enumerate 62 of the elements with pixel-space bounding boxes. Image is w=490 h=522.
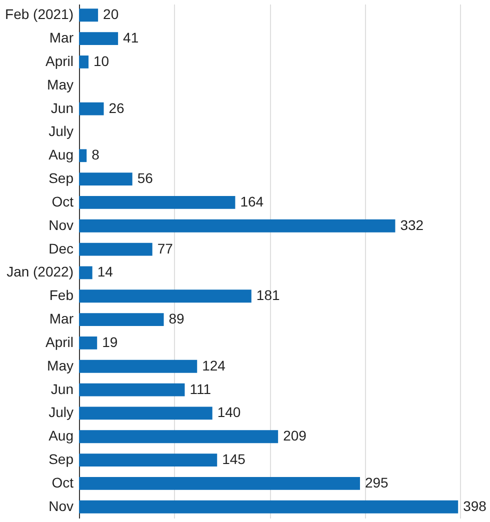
data-label: 181 <box>256 287 280 304</box>
bar <box>79 172 132 186</box>
data-label: 398 <box>463 498 487 514</box>
y-tick-label: Mar <box>49 30 74 46</box>
bar <box>79 500 458 514</box>
y-tick-label: Oct <box>52 474 74 490</box>
y-tick-label: Nov <box>48 498 74 514</box>
data-label: 140 <box>217 404 241 420</box>
data-label: 295 <box>364 474 389 490</box>
bar <box>79 32 118 45</box>
y-tick-label: July <box>48 404 74 420</box>
y-tick-label: Feb <box>49 287 74 304</box>
data-label: 26 <box>108 100 125 116</box>
bar <box>79 56 89 68</box>
data-label: 145 <box>222 451 246 468</box>
bar <box>79 360 198 373</box>
y-tick-label: July <box>48 123 74 140</box>
y-tick-label: May <box>47 357 74 374</box>
y-tick-label: Sep <box>48 451 74 468</box>
y-tick-label: Aug <box>48 146 74 163</box>
bar <box>79 383 185 396</box>
data-label: 8 <box>92 146 100 163</box>
data-label: 19 <box>102 334 118 350</box>
bar <box>79 102 104 116</box>
data-label: 111 <box>190 380 212 397</box>
bar <box>79 149 87 162</box>
bar <box>79 477 360 490</box>
bar <box>79 290 252 303</box>
y-tick-label: April <box>45 334 74 350</box>
data-label: 164 <box>240 193 264 210</box>
y-tick-label: Jun <box>50 100 74 116</box>
y-tick-label: Nov <box>48 216 74 233</box>
y-tick-label: Jan (2022) <box>6 264 74 280</box>
data-label: 10 <box>94 52 110 69</box>
data-label: 209 <box>283 428 307 444</box>
data-label: 89 <box>168 310 185 327</box>
data-label: 332 <box>400 216 424 233</box>
y-tick-label: Feb (2021) <box>5 6 74 22</box>
bar <box>79 266 92 280</box>
y-tick-label: Sep <box>48 170 74 186</box>
data-label: 56 <box>137 170 154 186</box>
data-label: 41 <box>123 30 139 46</box>
y-tick-label: Dec <box>48 240 74 256</box>
bar <box>79 219 396 232</box>
bar <box>79 406 212 420</box>
data-label: 14 <box>97 264 114 280</box>
bar <box>79 430 278 444</box>
data-label: 20 <box>103 6 119 22</box>
y-tick-label: April <box>45 52 74 69</box>
data-label: 77 <box>157 240 174 256</box>
bar <box>79 196 236 209</box>
bar <box>79 242 152 256</box>
data-label: 124 <box>202 357 226 374</box>
bar <box>79 313 164 326</box>
y-tick-label: Mar <box>49 310 74 327</box>
y-tick-label: May <box>47 76 74 92</box>
y-tick-label: Aug <box>48 428 74 444</box>
y-tick-label: Oct <box>52 193 74 210</box>
y-tick-label: Jun <box>50 380 74 397</box>
bar <box>79 8 98 22</box>
bar <box>79 454 218 466</box>
bar <box>79 336 98 350</box>
